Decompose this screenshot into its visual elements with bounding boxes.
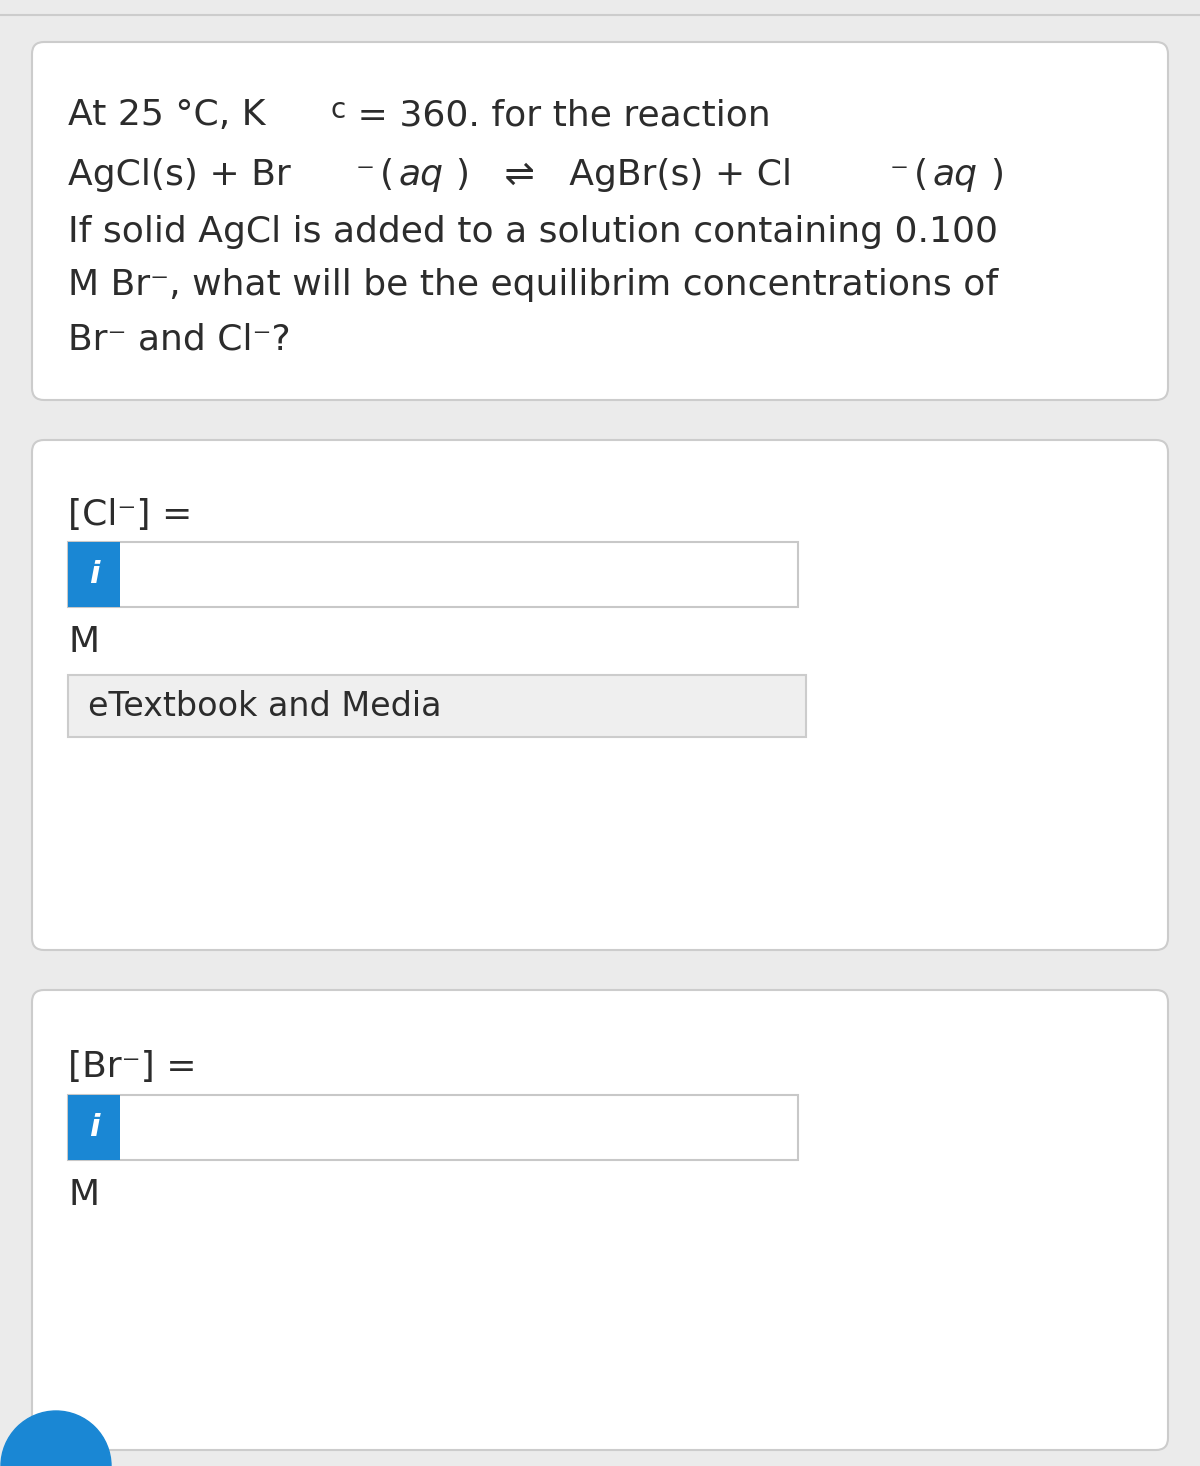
Text: M: M: [68, 1179, 100, 1212]
Text: [Br⁻] =: [Br⁻] =: [68, 1050, 197, 1083]
Text: (: (: [380, 158, 394, 192]
Text: )   ⇌   AgBr(s) + Cl: ) ⇌ AgBr(s) + Cl: [456, 158, 792, 192]
Text: ⁻: ⁻: [889, 158, 908, 192]
Bar: [68, 1095, 798, 1160]
Text: AgCl(s) + Br: AgCl(s) + Br: [68, 158, 290, 192]
Text: aq: aq: [932, 158, 978, 192]
Text: eTextbook and Media: eTextbook and Media: [88, 689, 442, 723]
Text: aq: aq: [398, 158, 443, 192]
Text: If solid AgCl is added to a solution containing 0.100: If solid AgCl is added to a solution con…: [68, 216, 998, 249]
Text: M Br⁻, what will be the equilibrim concentrations of: M Br⁻, what will be the equilibrim conce…: [68, 268, 998, 302]
Bar: [68, 674, 806, 737]
Text: Br⁻ and Cl⁻?: Br⁻ and Cl⁻?: [68, 323, 290, 356]
Text: At 25 °C, K: At 25 °C, K: [68, 98, 265, 132]
Text: ): ): [990, 158, 1004, 192]
Text: = 360. for the reaction: = 360. for the reaction: [346, 98, 770, 132]
FancyBboxPatch shape: [32, 43, 1168, 400]
Text: i: i: [89, 560, 100, 589]
Text: (: (: [914, 158, 929, 192]
Text: [Cl⁻] =: [Cl⁻] =: [68, 498, 192, 532]
Circle shape: [1, 1410, 112, 1466]
Text: M: M: [68, 625, 100, 660]
Bar: [68, 542, 798, 607]
FancyBboxPatch shape: [32, 440, 1168, 950]
FancyBboxPatch shape: [32, 990, 1168, 1450]
Text: i: i: [89, 1113, 100, 1142]
Bar: [68, 1095, 120, 1160]
Text: ⁻: ⁻: [355, 158, 374, 192]
Bar: [68, 542, 120, 607]
Text: c: c: [330, 95, 346, 125]
